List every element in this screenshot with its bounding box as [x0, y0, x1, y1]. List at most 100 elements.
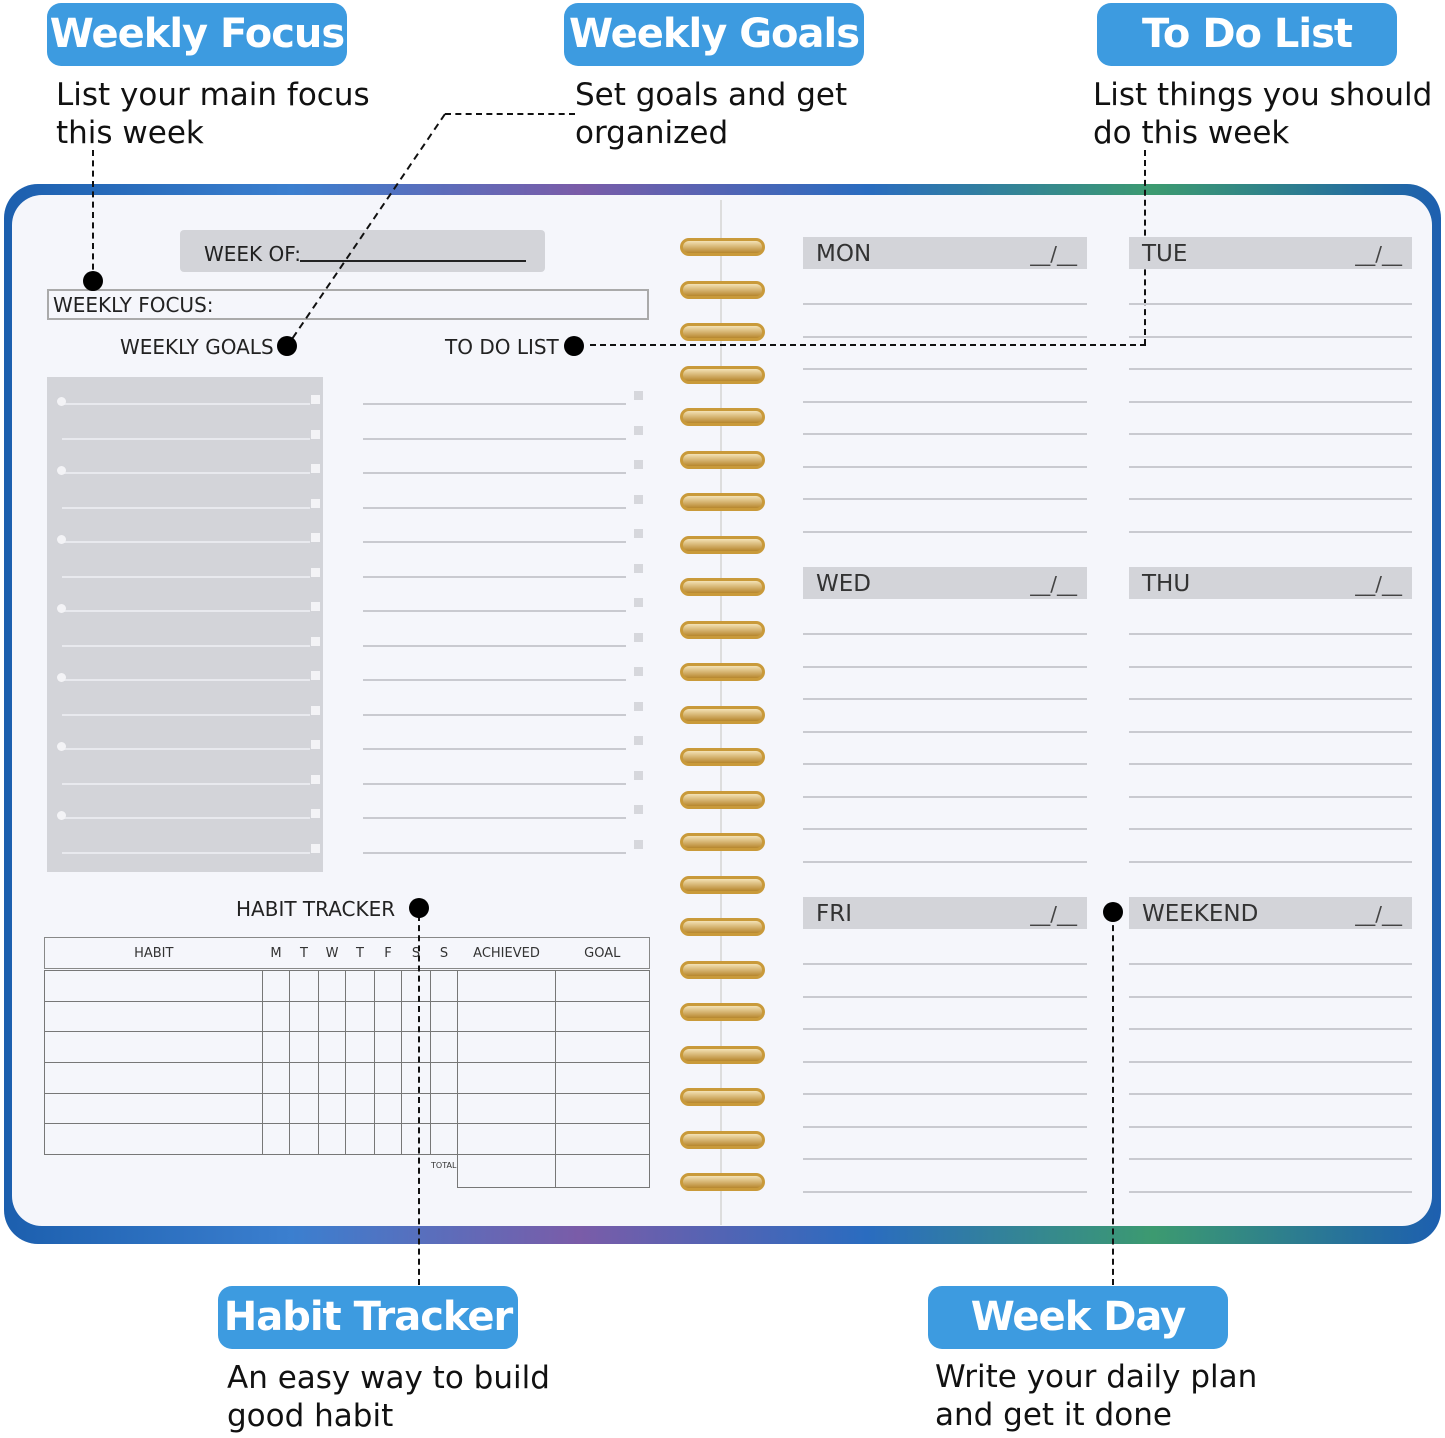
total-goal-cell[interactable] — [555, 1154, 650, 1189]
day-line[interactable] — [1129, 1125, 1412, 1128]
goal-line[interactable] — [62, 472, 310, 474]
todo-line[interactable] — [363, 610, 626, 612]
todo-line[interactable] — [363, 679, 626, 681]
todo-line[interactable] — [363, 644, 626, 647]
day-line[interactable] — [1129, 698, 1412, 700]
day-line[interactable] — [803, 465, 1087, 468]
day-date-field[interactable]: __/__ — [1030, 242, 1077, 266]
habit-cell[interactable] — [44, 970, 263, 1002]
habit-cell[interactable] — [345, 1000, 375, 1033]
habit-cell[interactable] — [345, 1123, 375, 1156]
goal-line[interactable] — [62, 506, 310, 509]
habit-cell[interactable] — [555, 1092, 650, 1125]
goal-checkbox[interactable] — [311, 774, 320, 784]
day-line[interactable] — [1129, 433, 1412, 435]
day-line[interactable] — [1129, 1060, 1412, 1063]
habit-cell[interactable] — [555, 1000, 650, 1033]
day-line[interactable] — [1129, 335, 1412, 338]
todo-checkbox[interactable] — [634, 736, 643, 745]
total-achieved-cell[interactable] — [457, 1154, 556, 1189]
habit-cell[interactable] — [555, 1031, 650, 1064]
habit-cell[interactable] — [262, 1000, 290, 1033]
day-line[interactable] — [1129, 368, 1412, 370]
todo-line[interactable] — [363, 472, 626, 474]
day-line[interactable] — [1129, 763, 1412, 765]
habit-cell[interactable] — [262, 1062, 290, 1094]
goal-line[interactable] — [62, 851, 310, 854]
todo-checkbox[interactable] — [634, 425, 643, 435]
todo-line[interactable] — [363, 748, 626, 750]
habit-cell[interactable] — [401, 1123, 431, 1156]
day-line[interactable] — [803, 963, 1087, 965]
habit-cell[interactable] — [44, 1062, 263, 1094]
goal-line[interactable] — [62, 679, 310, 681]
day-line[interactable] — [803, 498, 1087, 500]
habit-cell[interactable] — [457, 1092, 556, 1125]
goal-checkbox[interactable] — [311, 636, 320, 646]
habit-cell[interactable] — [44, 1092, 263, 1125]
habit-cell[interactable] — [555, 970, 650, 1002]
todo-checkbox[interactable] — [634, 494, 643, 504]
habit-cell[interactable] — [401, 1031, 431, 1064]
todo-checkbox[interactable] — [634, 770, 643, 780]
todo-line[interactable] — [363, 782, 626, 785]
goal-line[interactable] — [62, 437, 310, 440]
day-line[interactable] — [1129, 1158, 1412, 1160]
todo-line[interactable] — [363, 541, 626, 543]
todo-checkbox[interactable] — [634, 667, 643, 676]
todo-checkbox[interactable] — [634, 598, 643, 607]
goal-line[interactable] — [62, 748, 310, 750]
goal-line[interactable] — [62, 610, 310, 612]
goal-checkbox[interactable] — [311, 843, 320, 853]
goal-line[interactable] — [62, 713, 310, 716]
day-line[interactable] — [803, 665, 1087, 668]
goal-line[interactable] — [62, 644, 310, 647]
day-line[interactable] — [1129, 795, 1412, 798]
todo-line[interactable] — [363, 403, 626, 405]
day-line[interactable] — [803, 633, 1087, 635]
day-line[interactable] — [803, 1190, 1087, 1193]
day-line[interactable] — [803, 860, 1087, 863]
habit-cell[interactable] — [44, 1123, 263, 1156]
goal-line[interactable] — [62, 782, 310, 785]
day-line[interactable] — [1129, 400, 1412, 403]
goal-checkbox[interactable] — [311, 671, 320, 680]
goal-checkbox[interactable] — [311, 464, 320, 473]
day-line[interactable] — [1129, 1028, 1412, 1030]
habit-cell[interactable] — [430, 1062, 458, 1094]
todo-line[interactable] — [363, 437, 626, 440]
day-line[interactable] — [803, 730, 1087, 733]
day-date-field[interactable]: __/__ — [1030, 572, 1077, 596]
habit-cell[interactable] — [555, 1123, 650, 1156]
habit-cell[interactable] — [345, 1062, 375, 1094]
habit-cell[interactable] — [430, 1092, 458, 1125]
day-line[interactable] — [1129, 860, 1412, 863]
habit-cell[interactable] — [345, 1031, 375, 1064]
habit-cell[interactable] — [289, 1031, 319, 1064]
todo-line[interactable] — [363, 817, 626, 819]
habit-cell[interactable] — [457, 1062, 556, 1094]
habit-cell[interactable] — [318, 1000, 346, 1033]
week-of-field[interactable] — [300, 260, 526, 262]
todo-line[interactable] — [363, 713, 626, 716]
day-line[interactable] — [803, 698, 1087, 700]
goal-checkbox[interactable] — [311, 705, 320, 715]
weekly-focus-field[interactable] — [47, 289, 649, 320]
habit-cell[interactable] — [430, 1000, 458, 1033]
habit-cell[interactable] — [430, 1123, 458, 1156]
goal-line[interactable] — [62, 575, 310, 578]
habit-cell[interactable] — [457, 1000, 556, 1033]
day-line[interactable] — [1129, 465, 1412, 468]
habit-cell[interactable] — [318, 1123, 346, 1156]
goal-checkbox[interactable] — [311, 809, 320, 818]
day-line[interactable] — [1129, 963, 1412, 965]
day-line[interactable] — [1129, 730, 1412, 733]
day-line[interactable] — [1129, 1190, 1412, 1193]
habit-cell[interactable] — [318, 1062, 346, 1094]
day-line[interactable] — [803, 368, 1087, 370]
day-line[interactable] — [803, 995, 1087, 998]
goal-checkbox[interactable] — [311, 429, 320, 439]
day-line[interactable] — [1129, 498, 1412, 500]
habit-cell[interactable] — [374, 1123, 402, 1156]
day-date-field[interactable]: __/__ — [1030, 902, 1077, 926]
